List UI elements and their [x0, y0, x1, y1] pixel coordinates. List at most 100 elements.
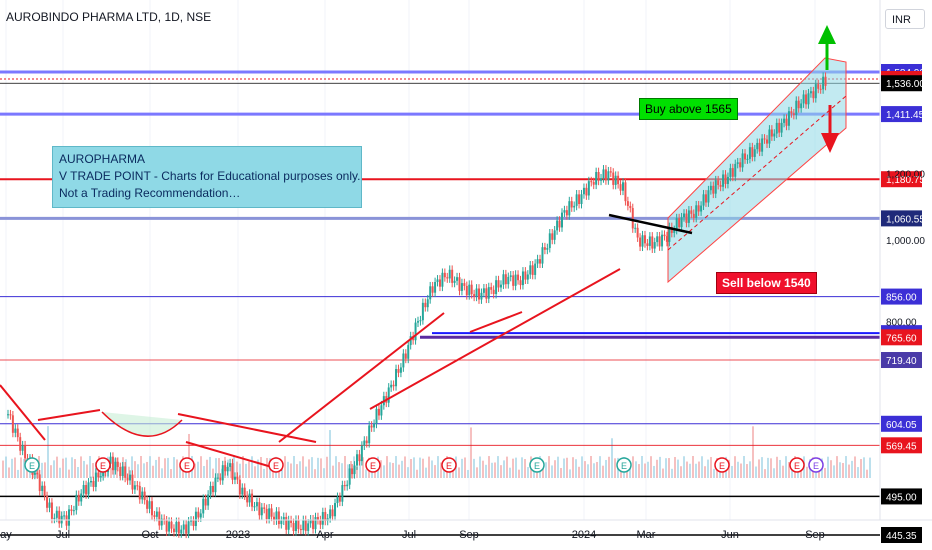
candle-body — [814, 84, 817, 99]
candle-body — [490, 287, 493, 290]
volume-bar — [341, 463, 343, 478]
volume-bar — [665, 458, 667, 478]
volume-bar — [419, 457, 421, 478]
candle-body — [65, 515, 68, 526]
volume-bar — [80, 456, 82, 478]
volume-bar — [521, 457, 523, 478]
candle-body — [341, 485, 344, 502]
volume-bar — [635, 461, 637, 478]
volume-bar — [257, 459, 259, 478]
candle-body — [534, 263, 537, 275]
candle-body — [63, 515, 66, 517]
candle-body — [417, 321, 419, 323]
candle-body — [255, 502, 258, 507]
candle-body — [563, 210, 566, 213]
trendline — [177, 413, 317, 443]
candle-body — [360, 445, 363, 462]
candle-body — [72, 510, 75, 512]
volume-bar — [20, 457, 22, 478]
cup-pattern — [101, 411, 183, 437]
candle-body — [707, 190, 710, 203]
candle-body — [719, 185, 722, 187]
candle-body — [387, 387, 390, 403]
volume-bar — [374, 467, 376, 478]
volume-bar — [485, 464, 487, 478]
volume-bar — [605, 459, 607, 478]
info-note: AUROPHARMA V TRADE POINT - Charts for Ed… — [52, 146, 362, 208]
candle-body — [309, 519, 312, 524]
candle-body — [653, 242, 656, 249]
candle-body — [726, 176, 729, 184]
volume-bar — [440, 462, 442, 478]
candle-body — [670, 226, 673, 233]
candle-body — [233, 476, 236, 480]
candle-body — [324, 512, 327, 521]
volume-bar — [581, 456, 583, 478]
candle-body — [238, 479, 241, 495]
candle-body — [334, 503, 337, 517]
candle-body — [658, 236, 661, 247]
event-marker: E — [179, 457, 195, 473]
candle-body — [687, 210, 690, 223]
x-tick-label: Jun — [721, 529, 739, 541]
volume-bar — [68, 469, 70, 478]
volume-bar — [503, 460, 505, 478]
candle-body — [143, 491, 146, 501]
volume-bar — [851, 460, 853, 478]
volume-bar — [683, 456, 685, 478]
currency-selector[interactable]: INR — [885, 9, 925, 29]
volume-bar — [422, 458, 424, 478]
candle-body — [216, 477, 219, 479]
volume-bar — [137, 464, 139, 478]
volume-bar — [53, 460, 55, 478]
volume-bar — [770, 458, 772, 478]
volume-bar — [59, 467, 61, 478]
candle-body — [170, 521, 173, 529]
candle-body — [268, 508, 271, 520]
candle-body — [190, 520, 193, 522]
candle-body — [219, 477, 222, 481]
x-tick-label: ay — [0, 529, 12, 541]
volume-bar — [356, 466, 358, 478]
candle-body — [431, 286, 434, 293]
volume-bar — [44, 462, 46, 478]
candle-body — [521, 271, 524, 286]
candle-body — [770, 129, 773, 137]
trendline — [37, 409, 101, 421]
candle-body — [724, 174, 727, 184]
volume-bar — [647, 461, 649, 478]
candle-body — [273, 516, 276, 521]
volume-bar — [218, 458, 220, 478]
volume-bar — [158, 456, 160, 478]
candle-body — [204, 498, 207, 506]
candle-body — [436, 279, 439, 283]
price-badge-label: 1,180.75 — [886, 175, 925, 186]
candle-body — [761, 138, 764, 152]
trendline — [185, 441, 283, 471]
volume-bar — [473, 458, 475, 478]
trendline — [608, 213, 693, 235]
candle-body — [617, 175, 620, 185]
candle-body — [680, 217, 683, 228]
candle-body — [160, 518, 163, 526]
volume-bar — [680, 466, 682, 478]
candle-body — [275, 511, 278, 521]
x-tick-label: Jul — [402, 529, 416, 541]
volume-bar — [824, 467, 826, 478]
candle-body — [824, 76, 827, 86]
candle-body — [358, 454, 361, 462]
candle-body — [121, 466, 124, 476]
candle-body — [797, 100, 800, 109]
candle-body — [373, 423, 376, 428]
candle-body — [805, 94, 808, 105]
candle-body — [663, 234, 666, 237]
volume-bar — [758, 459, 760, 478]
x-tick-label: 2023 — [226, 529, 250, 541]
volume-bar — [164, 458, 166, 478]
candle-body — [226, 466, 229, 472]
candle-body — [597, 172, 600, 181]
volume-bar — [398, 464, 400, 478]
event-marker-label: E — [813, 461, 819, 471]
candle-body — [89, 480, 92, 483]
